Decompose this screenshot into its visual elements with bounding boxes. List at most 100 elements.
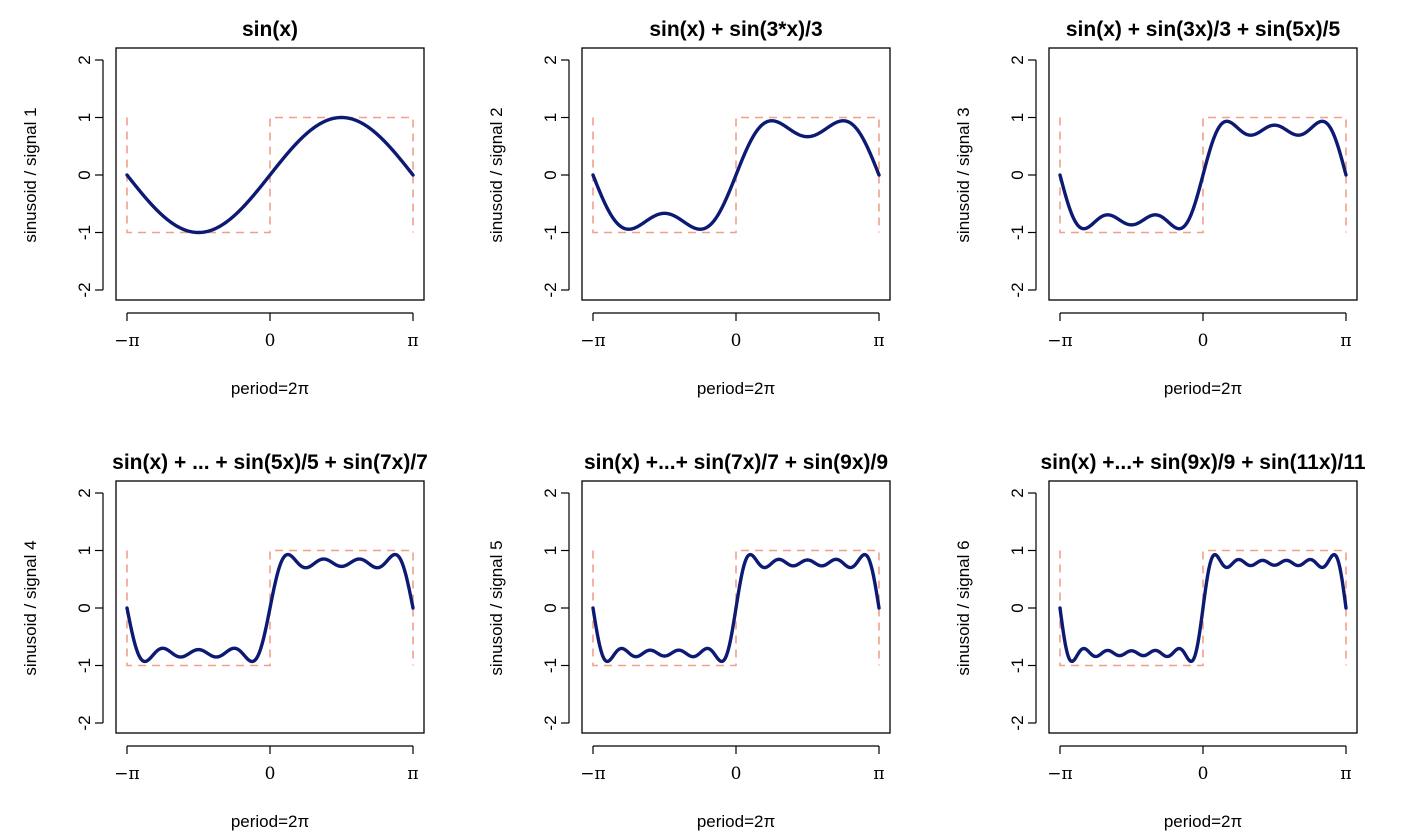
panel-5: sin(x) +...+ sin(7x)/7 + sin(9x)/9 sinus… xyxy=(487,451,891,831)
x-tick-label: −π xyxy=(1047,331,1072,351)
y-axis: -2 -1 0 1 2 xyxy=(541,488,570,731)
x-tick-label: 0 xyxy=(1198,331,1209,351)
plot-area: -2 -1 0 1 2 −π 0 π xyxy=(75,47,425,351)
panel-title: sin(x) + sin(3x)/3 + sin(5x)/5 xyxy=(1066,18,1341,41)
y-tick-label: -1 xyxy=(541,658,560,673)
y-tick-label: 2 xyxy=(75,488,94,497)
panel-title: sin(x) +...+ sin(7x)/7 + sin(9x)/9 xyxy=(584,451,888,474)
y-tick-label: 2 xyxy=(541,55,560,64)
y-tick-label: 0 xyxy=(1008,603,1027,612)
series-sinusoid xyxy=(1058,119,1348,231)
x-tick-label: 0 xyxy=(731,331,742,351)
x-tick-label: −π xyxy=(580,331,605,351)
panel-4: sin(x) + ... + sin(5x)/5 + sin(7x)/7 sin… xyxy=(21,451,428,831)
y-tick-label: -2 xyxy=(541,282,560,297)
series-sinusoid xyxy=(591,552,881,664)
plot-frame xyxy=(1048,480,1358,734)
y-tick-label: 0 xyxy=(75,603,94,612)
y-tick-label: 0 xyxy=(541,170,560,179)
y-tick-label: -2 xyxy=(541,715,560,730)
y-axis: -2 -1 0 1 2 xyxy=(541,55,570,298)
plot-frame xyxy=(581,480,891,734)
x-axis: −π 0 π xyxy=(580,312,885,351)
plot-area: -2 -1 0 1 2 −π 0 π xyxy=(75,480,425,784)
plot-frame xyxy=(1048,47,1358,301)
x-tick-label: π xyxy=(1340,331,1351,351)
x-tick-label: 0 xyxy=(1198,764,1209,784)
x-tick-label: 0 xyxy=(731,764,742,784)
y-tick-label: 1 xyxy=(541,113,560,122)
y-axis-label: sinusoid / signal 4 xyxy=(21,540,40,675)
panel-title: sin(x) + ... + sin(5x)/5 + sin(7x)/7 xyxy=(112,451,428,474)
x-tick-label: π xyxy=(873,331,884,351)
x-axis: −π 0 π xyxy=(114,312,419,351)
y-axis-label: sinusoid / signal 3 xyxy=(954,107,973,242)
y-tick-label: 1 xyxy=(1008,546,1027,555)
x-tick-label: π xyxy=(873,764,884,784)
x-axis: −π 0 π xyxy=(580,745,885,784)
y-tick-label: -1 xyxy=(541,225,560,240)
x-tick-label: −π xyxy=(580,764,605,784)
y-axis-label: sinusoid / signal 1 xyxy=(21,107,40,242)
y-axis: -2 -1 0 1 2 xyxy=(75,488,104,731)
y-axis: -2 -1 0 1 2 xyxy=(1008,488,1037,731)
y-tick-label: -2 xyxy=(75,715,94,730)
y-tick-label: -2 xyxy=(1008,282,1027,297)
y-tick-label: 2 xyxy=(541,488,560,497)
y-tick-label: 0 xyxy=(541,603,560,612)
plot-area: -2 -1 0 1 2 −π 0 π xyxy=(541,480,891,784)
x-tick-label: 0 xyxy=(265,331,276,351)
y-tick-label: 1 xyxy=(541,546,560,555)
x-axis-label: period=2π xyxy=(697,379,775,398)
plot-area: -2 -1 0 1 2 −π 0 π xyxy=(541,47,891,351)
y-tick-label: -2 xyxy=(1008,715,1027,730)
series-sinusoid xyxy=(125,115,415,235)
y-tick-label: 2 xyxy=(1008,55,1027,64)
y-tick-label: -1 xyxy=(1008,225,1027,240)
y-tick-label: -1 xyxy=(75,658,94,673)
y-axis-label: sinusoid / signal 6 xyxy=(954,540,973,675)
panel-1: sin(x) sinusoid / signal 1 period=2π -2-… xyxy=(21,18,425,398)
x-tick-label: 0 xyxy=(265,764,276,784)
y-tick-label: 1 xyxy=(75,546,94,555)
panel-3: sin(x) + sin(3x)/3 + sin(5x)/5 sinusoid … xyxy=(954,18,1358,398)
series-sinusoid xyxy=(591,119,881,231)
y-tick-label: 2 xyxy=(75,55,94,64)
y-axis-label: sinusoid / signal 5 xyxy=(487,540,506,675)
x-tick-label: π xyxy=(407,764,418,784)
plot-frame xyxy=(581,47,891,301)
panel-title: sin(x) + sin(3*x)/3 xyxy=(649,18,822,41)
x-tick-label: π xyxy=(1340,764,1351,784)
x-axis-label: period=2π xyxy=(1164,379,1242,398)
x-axis: −π 0 π xyxy=(114,745,419,784)
y-tick-label: -1 xyxy=(75,225,94,240)
y-tick-label: 0 xyxy=(75,170,94,179)
x-axis-label: period=2π xyxy=(231,379,309,398)
x-tick-label: −π xyxy=(114,764,139,784)
y-tick-label: 0 xyxy=(1008,170,1027,179)
y-axis-label: sinusoid / signal 2 xyxy=(487,107,506,242)
plot-area: -2 -1 0 1 2 −π 0 π xyxy=(1008,480,1358,784)
y-tick-label: 1 xyxy=(75,113,94,122)
panel-2: sin(x) + sin(3*x)/3 sinusoid / signal 2 … xyxy=(487,18,891,398)
x-axis-label: period=2π xyxy=(697,812,775,831)
x-tick-label: −π xyxy=(114,331,139,351)
x-axis: −π 0 π xyxy=(1047,312,1352,351)
x-tick-label: −π xyxy=(1047,764,1072,784)
x-axis-label: period=2π xyxy=(1164,812,1242,831)
panel-title: sin(x) +...+ sin(9x)/9 + sin(11x)/11 xyxy=(1040,451,1365,474)
panel-title: sin(x) xyxy=(242,18,298,41)
x-axis-label: period=2π xyxy=(231,812,309,831)
y-tick-label: -2 xyxy=(75,282,94,297)
y-tick-label: 2 xyxy=(1008,488,1027,497)
panel-6: sin(x) +...+ sin(9x)/9 + sin(11x)/11 sin… xyxy=(954,451,1366,831)
plot-frame xyxy=(115,480,425,734)
series-sinusoid xyxy=(125,552,415,664)
y-tick-label: -1 xyxy=(1008,658,1027,673)
y-axis: -2 -1 0 1 2 xyxy=(1008,55,1037,298)
x-tick-label: π xyxy=(407,331,418,351)
x-axis: −π 0 π xyxy=(1047,745,1352,784)
y-tick-label: 1 xyxy=(1008,113,1027,122)
plot-area: -2 -1 0 1 2 −π 0 π xyxy=(1008,47,1358,351)
